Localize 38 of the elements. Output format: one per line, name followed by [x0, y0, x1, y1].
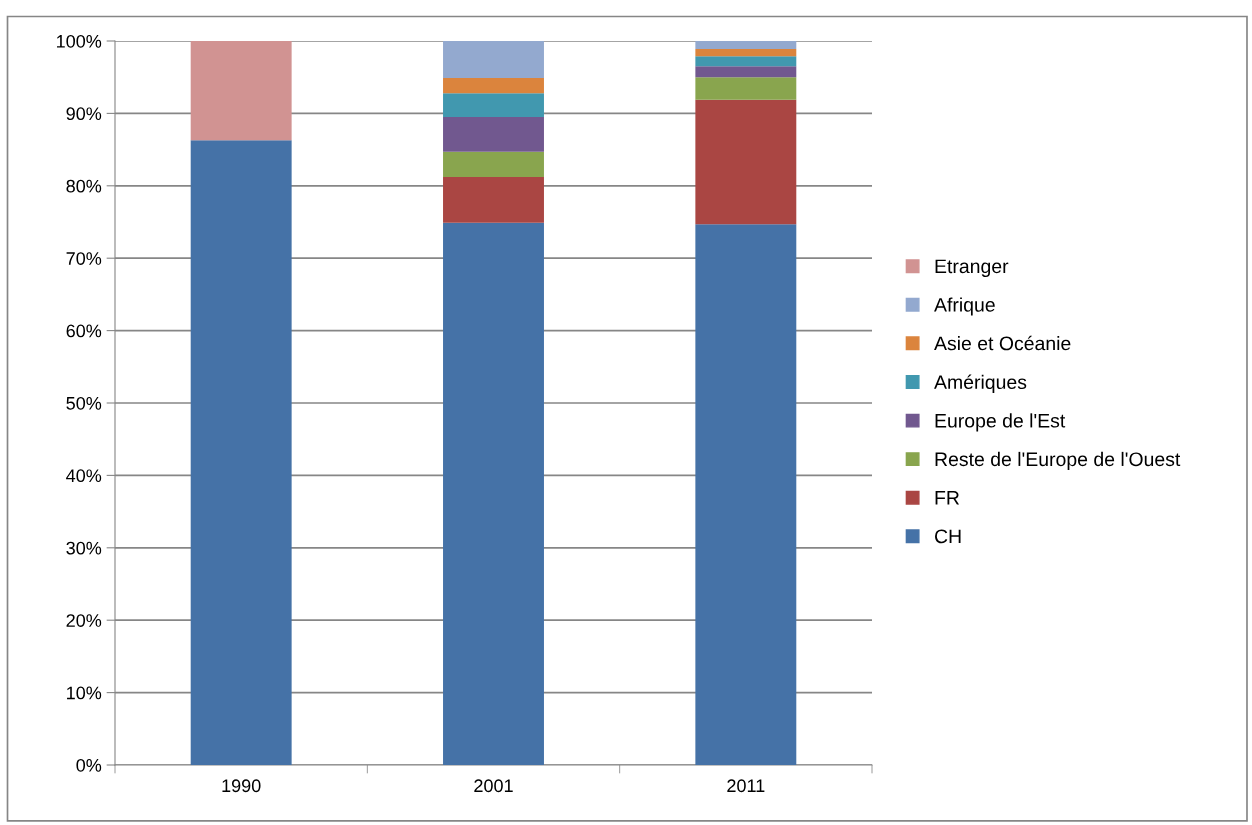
x-tick-label: 2001: [474, 779, 513, 793]
bar: [443, 151, 544, 178]
legend-label: Asie et Océanie: [934, 335, 1071, 351]
legend-label: CH: [935, 529, 961, 544]
legend-label: Etranger: [935, 259, 1009, 278]
y-tick-label: 60%: [66, 324, 102, 338]
x-tick-label: 2011: [727, 779, 765, 793]
legend-label: Reste de l'Europe de l'Ouest: [935, 451, 1181, 470]
y-tick-label: 40%: [66, 469, 102, 483]
bar: [443, 77, 544, 94]
bar: [443, 222, 544, 765]
x-tick-label: 1990: [222, 779, 261, 793]
y-tick-label: 70%: [66, 252, 102, 265]
bar: [443, 177, 544, 223]
bar: [695, 66, 797, 78]
bar: [190, 41, 292, 141]
legend-label: Amériques: [934, 374, 1027, 393]
y-tick-label: 100%: [57, 34, 102, 48]
y-tick-label: 50%: [66, 396, 102, 410]
y-tick-label: 90%: [66, 107, 102, 121]
bar: [443, 41, 544, 78]
bar: [695, 99, 797, 225]
bar: [695, 41, 797, 49]
bar: [443, 117, 544, 152]
legend-label: FR: [935, 491, 960, 505]
legend-label: Afrique: [934, 297, 995, 316]
legend-label: Europe de l'Est: [935, 413, 1066, 432]
y-tick-label: 20%: [66, 614, 102, 627]
bar: [695, 77, 797, 100]
bar: [695, 48, 797, 57]
y-tick-label: 30%: [66, 541, 102, 555]
bar: [190, 140, 292, 765]
bar: [443, 93, 544, 118]
bar: [695, 56, 797, 67]
y-tick-label: 0%: [76, 758, 102, 772]
y-tick-label: 10%: [67, 686, 102, 700]
y-tick-label: 80%: [66, 179, 102, 193]
bar: [695, 224, 797, 765]
